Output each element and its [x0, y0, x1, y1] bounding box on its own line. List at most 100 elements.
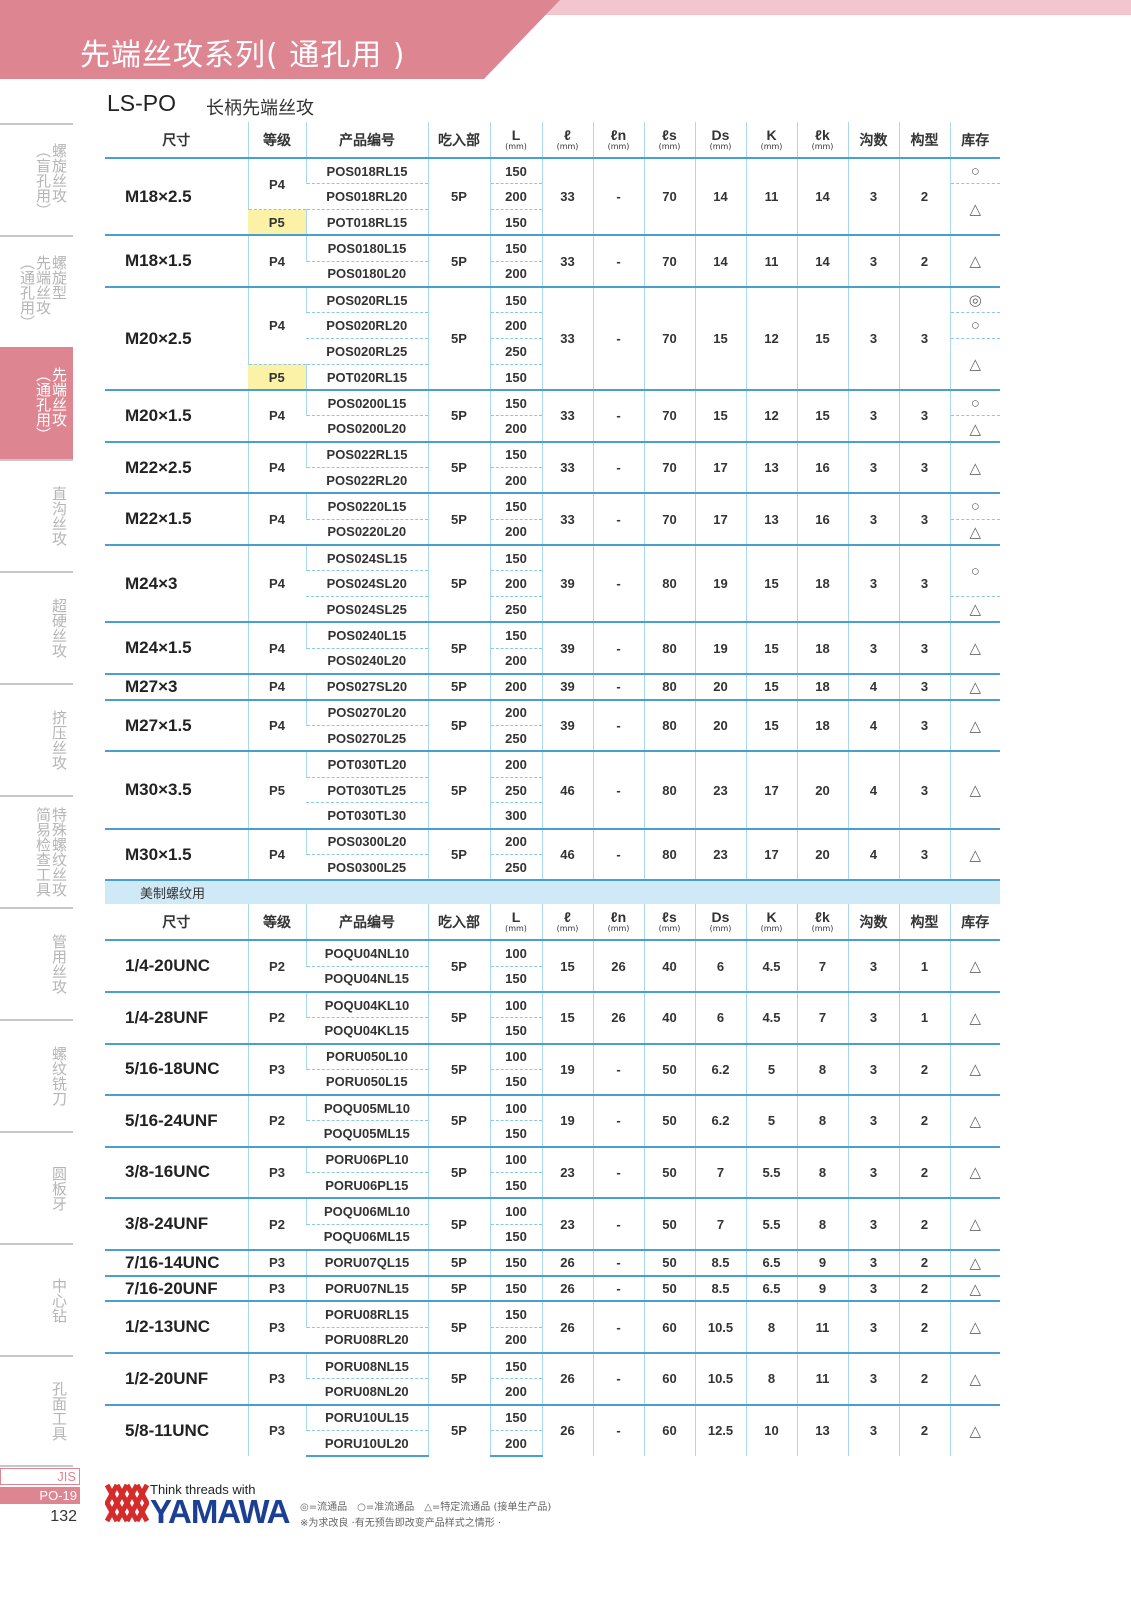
sidebar-tab[interactable]: 特殊螺纹丝攻 简易检查工具	[0, 795, 73, 907]
ln-cell: -	[592, 156, 644, 236]
lk-cell: 7	[796, 990, 848, 1044]
size-cell: 5/8-11UNC	[105, 1403, 248, 1457]
sidebar-tab[interactable]: 圆板牙	[0, 1131, 73, 1243]
lk-cell: 16	[796, 492, 848, 545]
length-cell: 100	[489, 1197, 542, 1225]
stock-mark-cell: △	[949, 234, 1000, 287]
grade-cell: P3	[247, 1300, 306, 1354]
length-cell: 150	[489, 1352, 542, 1379]
sidebar-tab[interactable]: 螺旋丝攻 （盲孔用）	[0, 123, 73, 235]
part-number-cell: POQU04KL15	[306, 1017, 428, 1044]
length-cell: 150	[489, 1171, 542, 1199]
k-cell: 4.5	[745, 939, 797, 992]
sidebar-tab[interactable]: 中心钻	[0, 1243, 73, 1355]
flutes-cell: 3	[847, 1403, 899, 1457]
column-header-label: ℓs	[662, 127, 677, 143]
sidebar-tab[interactable]: 管用丝攻	[0, 907, 73, 1019]
part-number-cell: POS0220L15	[305, 492, 428, 520]
type-cell: 2	[898, 1300, 950, 1354]
part-number-cell: POS022RL15	[305, 440, 428, 468]
sidebar-tab[interactable]: 螺旋型 先端丝攻 （通孔用）	[0, 235, 73, 347]
flutes-cell: 4	[847, 827, 899, 881]
sidebar-tab-label: 管用丝攻	[50, 934, 68, 994]
brand-tagline: Think threads with	[150, 1482, 256, 1497]
sidebar-tab[interactable]: 先端丝攻 （通孔用）	[0, 347, 73, 459]
grade-cell: P4	[247, 234, 306, 287]
ds-cell: 17	[694, 440, 746, 494]
part-number-cell: POQU06ML10	[305, 1197, 428, 1225]
ls-cell: 40	[643, 939, 695, 992]
stock-mark-cell: △	[949, 698, 1000, 752]
column-header: L (mm)	[489, 122, 542, 159]
sidebar-tab[interactable]: 超硬丝攻	[0, 571, 73, 683]
part-number-cell: POS0180L15	[305, 234, 428, 262]
table-row: PORU08RL20 200	[105, 1326, 1000, 1354]
flutes-cell: 3	[847, 990, 899, 1044]
ds-cell: 14	[694, 156, 746, 236]
ln-cell: -	[592, 698, 644, 752]
ls-cell: 70	[643, 389, 695, 442]
sidebar-tab[interactable]: 孔面工具	[0, 1355, 73, 1467]
stock-legend: ◎=流通品 ○=准流通品 △=特定流通品 (接单生产品)	[300, 1502, 552, 1513]
part-number-cell: PORU08NL15	[305, 1352, 428, 1379]
stock-mark-cell: △	[949, 596, 1000, 623]
column-header: 沟数	[847, 122, 899, 159]
ds-cell: 12.5	[694, 1403, 746, 1457]
page-code: PO-19	[0, 1487, 80, 1504]
length-cell: 150	[489, 363, 542, 391]
flutes-cell: 3	[847, 1274, 899, 1302]
column-header: 产品编号	[305, 122, 428, 159]
grade-cell: P4	[247, 827, 306, 881]
stock-mark-cell: △	[949, 1197, 1000, 1250]
type-cell: 1	[898, 939, 950, 992]
l-cell: 33	[541, 285, 593, 391]
lead-cell: 5P	[427, 1094, 490, 1147]
column-header: 产品编号	[305, 904, 428, 942]
table-row: POQU06ML15 150	[105, 1223, 1000, 1250]
grade-cell: P4	[247, 440, 306, 494]
length-cell: 200	[489, 518, 542, 545]
flutes-cell: 3	[847, 1300, 899, 1354]
sidebar-tab-label: 挤压丝攻	[50, 710, 68, 770]
lead-cell: 5P	[427, 1352, 490, 1405]
part-number-cell: PORU08RL20	[306, 1326, 428, 1354]
ds-cell: 14	[694, 234, 746, 287]
flutes-cell: 4	[847, 750, 899, 829]
table-row: 5/8-11UNC P3 PORU10UL15 5P 150 26-60 12.5 10 13 3…	[105, 1403, 1000, 1457]
table-row: 5/16-18UNC P3 PORU050L10 5P 100 19-50 6.2 5 8 3 2 △	[105, 1042, 1000, 1096]
column-header-unit: (mm)	[607, 924, 630, 934]
stock-mark-cell: △	[949, 672, 1000, 700]
grade-cell: P3	[247, 1042, 306, 1096]
lead-cell: 5P	[427, 672, 490, 700]
ls-cell: 60	[643, 1403, 695, 1457]
column-header: 构型	[898, 122, 950, 159]
l-cell: 23	[541, 1197, 593, 1250]
ln-cell: -	[592, 1300, 644, 1354]
table-row: POT030TL25 250	[105, 776, 1000, 803]
l-cell: 33	[541, 234, 593, 287]
table-row: POS0200L20 200 △	[105, 415, 1000, 442]
ls-cell: 50	[643, 1145, 695, 1199]
table-row: M27×3 P4 POS027SL20 5P 200 39-80 20 15 18 4 3 △	[105, 672, 1000, 700]
flutes-cell: 3	[847, 492, 899, 545]
column-header: ℓk (mm)	[796, 122, 848, 159]
page-number: 132	[50, 1508, 77, 1525]
lk-cell: 16	[796, 440, 848, 494]
part-number-cell: POS0220L20	[306, 518, 428, 545]
sidebar-tab[interactable]: 螺纹铣刀	[0, 1019, 73, 1131]
part-number-cell: POQU04KL10	[305, 990, 428, 1018]
column-header: ℓs (mm)	[643, 904, 695, 942]
ds-cell: 6	[694, 939, 746, 992]
length-cell: 150	[489, 621, 542, 649]
type-cell: 2	[898, 1094, 950, 1147]
ls-cell: 40	[643, 990, 695, 1044]
column-header-unit: (mm)	[760, 142, 783, 151]
sidebar-tab[interactable]: 直沟丝攻	[0, 459, 73, 571]
type-cell: 3	[898, 440, 950, 494]
part-number-cell: POS024SL20	[306, 570, 428, 597]
k-cell: 12	[745, 285, 797, 391]
sidebar-tab[interactable]: 挤压丝攻	[0, 683, 73, 795]
table-row: M22×1.5 P4 POS0220L15 5P 150 33-70 17 13 16 3 3 ○	[105, 492, 1000, 545]
lead-cell: 5P	[427, 389, 490, 442]
ln-cell: -	[592, 440, 644, 494]
